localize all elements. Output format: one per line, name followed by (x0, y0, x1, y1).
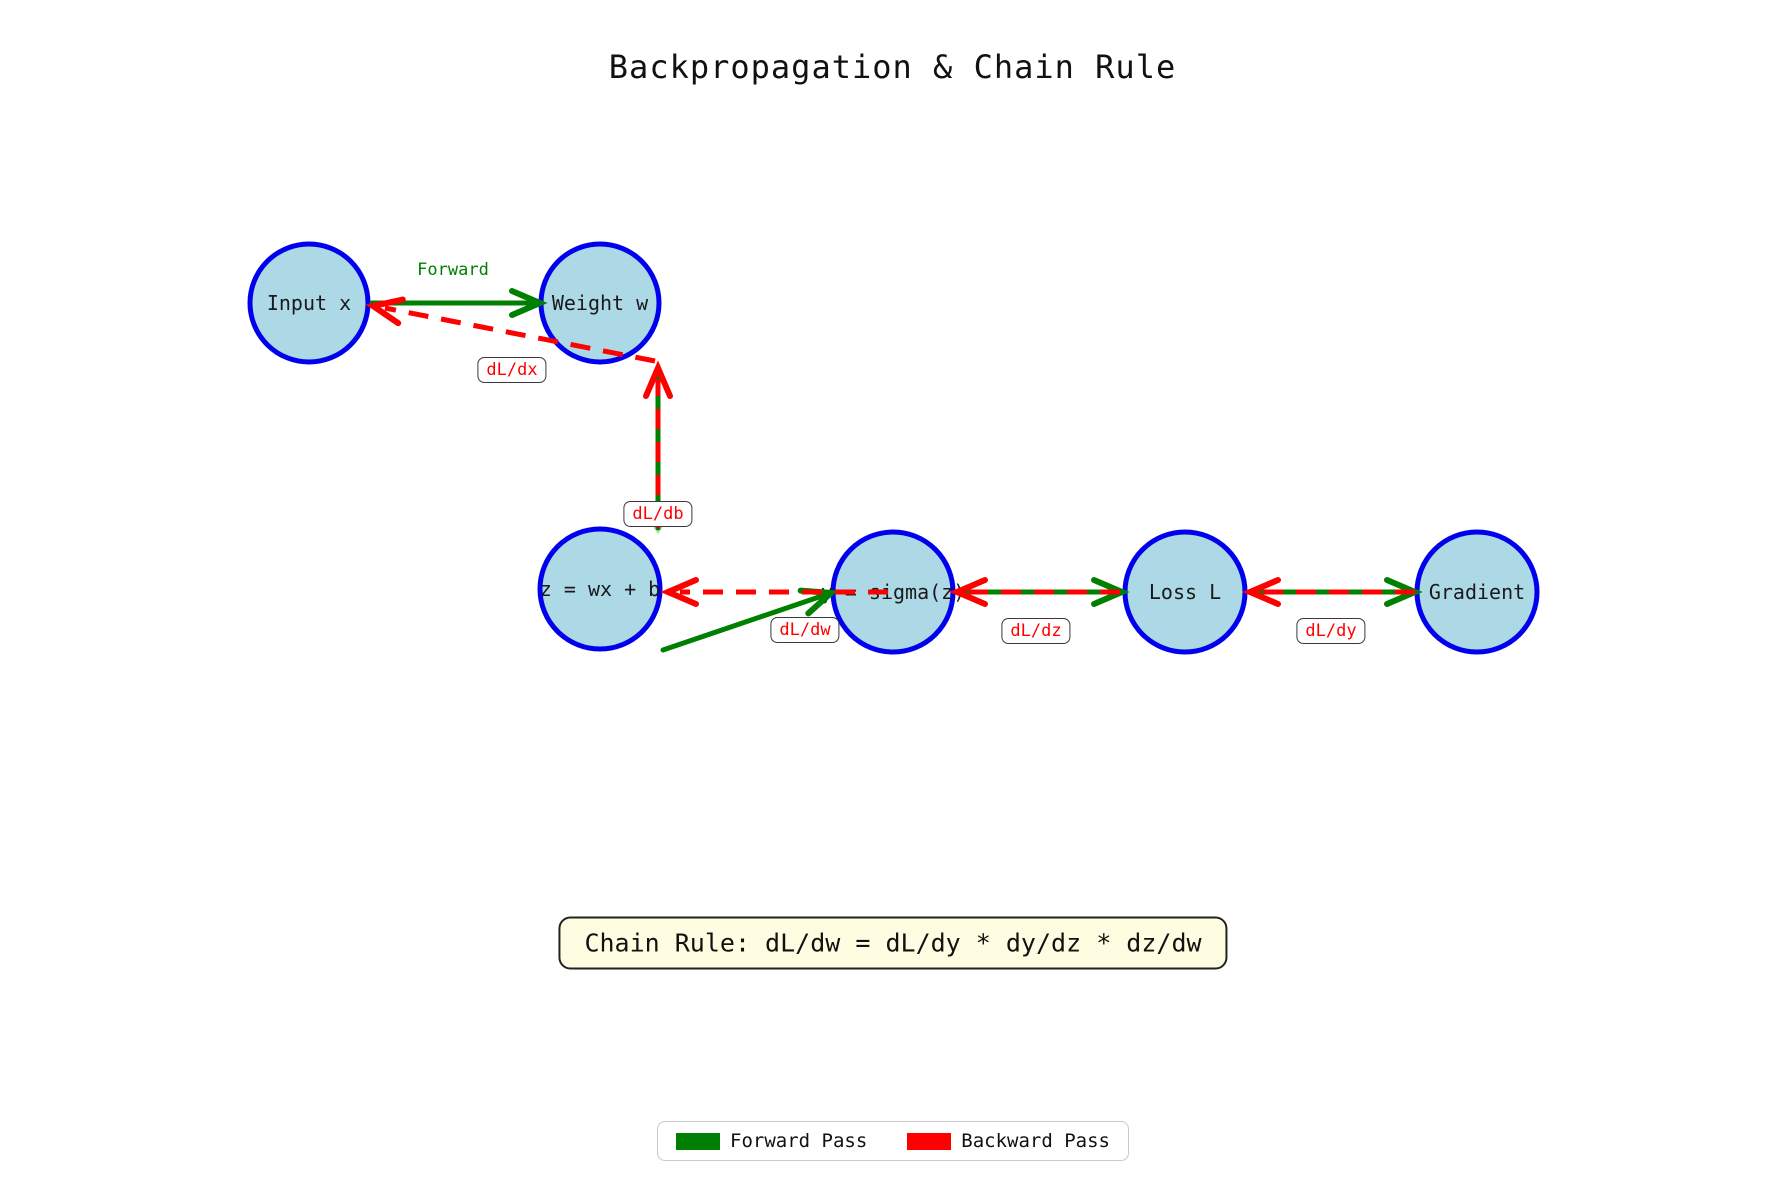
gradient-label-dl-dz: dL/dz (1001, 618, 1071, 644)
page-title: Backpropagation & Chain Rule (608, 48, 1177, 86)
node-input-x-label: Input x (267, 291, 351, 315)
legend-forward-label: Forward Pass (730, 1130, 868, 1152)
gradient-label-dl-db: dL/db (623, 501, 693, 527)
gradient-label-dl-dy: dL/dy (1296, 618, 1366, 644)
legend-backward-item: Backward Pass (907, 1130, 1110, 1152)
backward-arrow-y-to-z (660, 577, 888, 607)
node-loss: Loss L (1122, 529, 1248, 655)
forward-edge-label: Forward (417, 260, 489, 280)
chain-rule-box: Chain Rule: dL/dw = dL/dy * dy/dz * dz/d… (558, 916, 1228, 970)
backward-pass-swatch (907, 1132, 952, 1150)
forward-pass-swatch (676, 1132, 720, 1150)
node-weight-w-label: Weight w (552, 291, 649, 315)
node-z: z = wx + b (537, 526, 663, 652)
node-gradient: Gradient (1414, 529, 1540, 655)
gradient-label-dl-dw: dL/dw (770, 617, 840, 643)
backward-arrow-loss-to-y (949, 577, 1120, 607)
legend-forward-item: Forward Pass (676, 1130, 867, 1152)
node-z-label: z = wx + b (540, 577, 660, 601)
node-weight-w: Weight w (538, 241, 662, 365)
node-gradient-label: Gradient (1429, 580, 1525, 604)
node-input-x: Input x (247, 241, 371, 365)
node-loss-label: Loss L (1149, 580, 1221, 604)
backward-arrow-z-to-bias (643, 360, 673, 528)
gradient-label-dl-dx: dL/dx (477, 357, 547, 383)
backward-arrow-to-input (365, 296, 656, 364)
backward-arrow-gradient-to-loss (1242, 577, 1415, 607)
legend-backward-label: Backward Pass (961, 1130, 1110, 1152)
legend: Forward Pass Backward Pass (657, 1121, 1129, 1161)
